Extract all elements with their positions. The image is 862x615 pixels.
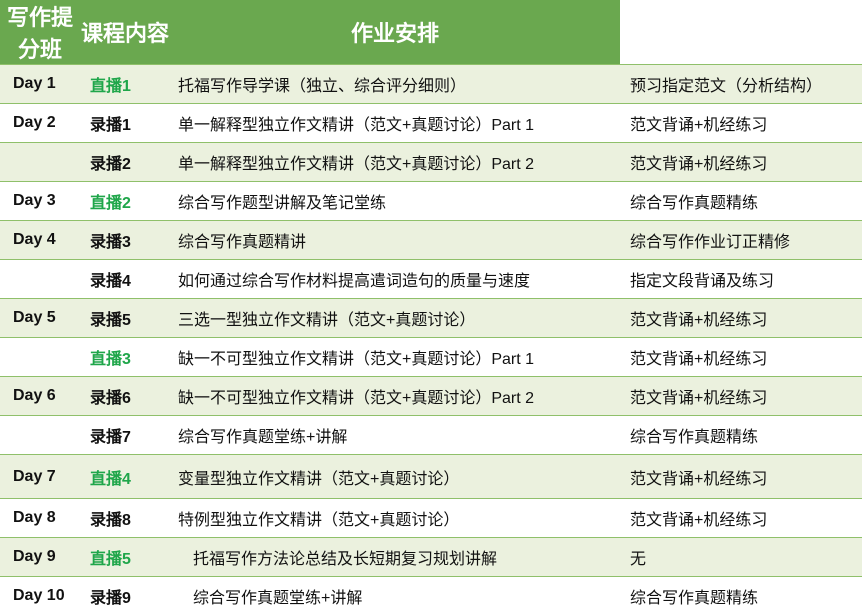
content-cell: 缺一不可型独立作文精讲（范文+真题讨论）Part 1	[170, 338, 620, 377]
homework-cell: 指定文段背诵及练习	[620, 260, 862, 299]
content-cell: 综合写作真题堂练+讲解	[170, 416, 620, 455]
session-cell: 录播8	[80, 499, 170, 538]
day-cell: Day 4	[0, 221, 80, 260]
content-cell: 三选一型独立作文精讲（范文+真题讨论）	[170, 299, 620, 338]
day-cell	[0, 143, 80, 182]
content-cell: 单一解释型独立作文精讲（范文+真题讨论）Part 2	[170, 143, 620, 182]
homework-cell: 范文背诵+机经练习	[620, 455, 862, 499]
session-cell: 录播4	[80, 260, 170, 299]
homework-cell: 综合写作作业订正精修	[620, 221, 862, 260]
content-cell: 特例型独立作文精讲（范文+真题讨论）	[170, 499, 620, 538]
homework-cell: 范文背诵+机经练习	[620, 338, 862, 377]
homework-cell: 综合写作真题精练	[620, 577, 862, 615]
day-cell	[0, 260, 80, 299]
content-cell: 托福写作方法论总结及长短期复习规划讲解	[170, 538, 620, 577]
session-cell: 录播9	[80, 577, 170, 615]
session-cell: 直播4	[80, 455, 170, 499]
day-cell: Day 5	[0, 299, 80, 338]
session-cell: 直播2	[80, 182, 170, 221]
homework-cell: 无	[620, 538, 862, 577]
day-cell: Day 9	[0, 538, 80, 577]
homework-cell: 范文背诵+机经练习	[620, 104, 862, 143]
homework-cell: 范文背诵+机经练习	[620, 299, 862, 338]
session-cell: 录播3	[80, 221, 170, 260]
content-cell: 综合写作题型讲解及笔记堂练	[170, 182, 620, 221]
content-cell: 缺一不可型独立作文精讲（范文+真题讨论）Part 2	[170, 377, 620, 416]
content-cell: 综合写作真题堂练+讲解	[170, 577, 620, 615]
session-cell: 录播2	[80, 143, 170, 182]
day-cell	[0, 416, 80, 455]
column-header: 课程内容	[80, 0, 170, 65]
session-cell: 直播1	[80, 65, 170, 104]
content-cell: 托福写作导学课（独立、综合评分细则）	[170, 65, 620, 104]
content-cell: 如何通过综合写作材料提高遣词造句的质量与速度	[170, 260, 620, 299]
session-cell: 录播1	[80, 104, 170, 143]
day-cell: Day 7	[0, 455, 80, 499]
session-cell: 录播7	[80, 416, 170, 455]
homework-cell: 综合写作真题精练	[620, 416, 862, 455]
day-cell: Day 1	[0, 65, 80, 104]
column-header: 写作提分班	[0, 0, 80, 65]
day-cell: Day 8	[0, 499, 80, 538]
day-cell: Day 10	[0, 577, 80, 615]
session-cell: 录播5	[80, 299, 170, 338]
session-cell: 录播6	[80, 377, 170, 416]
content-cell: 变量型独立作文精讲（范文+真题讨论）	[170, 455, 620, 499]
header-row: 写作提分班课程内容作业安排	[0, 0, 862, 65]
day-cell: Day 6	[0, 377, 80, 416]
content-cell: 单一解释型独立作文精讲（范文+真题讨论）Part 1	[170, 104, 620, 143]
session-cell: 直播3	[80, 338, 170, 377]
day-cell: Day 2	[0, 104, 80, 143]
homework-cell: 范文背诵+机经练习	[620, 143, 862, 182]
day-cell	[0, 338, 80, 377]
column-header: 作业安排	[170, 0, 620, 65]
homework-cell: 范文背诵+机经练习	[620, 377, 862, 416]
homework-cell: 范文背诵+机经练习	[620, 499, 862, 538]
homework-cell: 预习指定范文（分析结构）	[620, 65, 862, 104]
homework-cell: 综合写作真题精练	[620, 182, 862, 221]
session-cell: 直播5	[80, 538, 170, 577]
content-cell: 综合写作真题精讲	[170, 221, 620, 260]
day-cell: Day 3	[0, 182, 80, 221]
